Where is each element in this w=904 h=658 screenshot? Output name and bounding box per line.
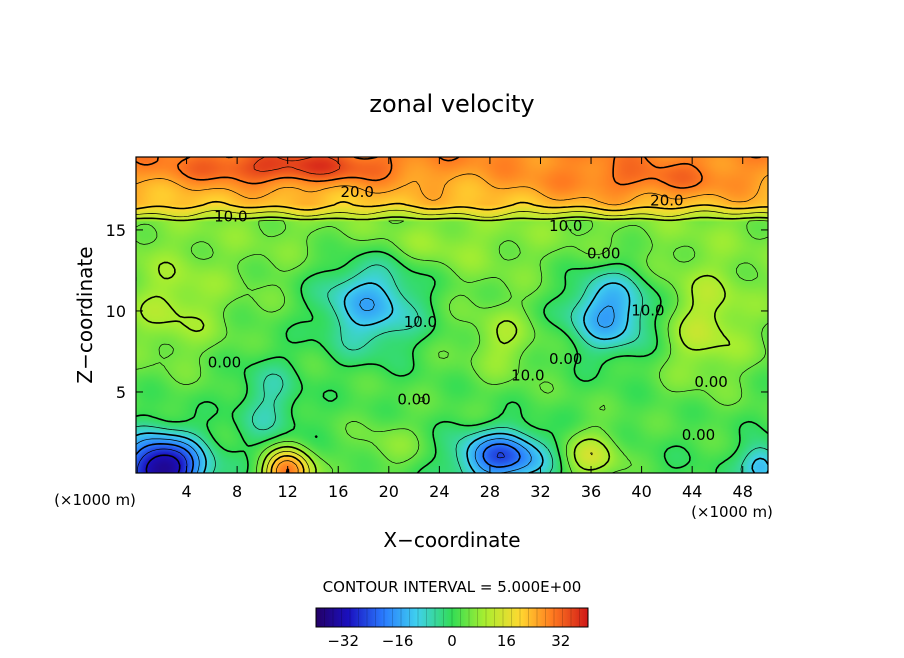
colorbar-tick-label: −32 bbox=[327, 632, 359, 650]
contour-label: 0.00 bbox=[694, 373, 727, 391]
x-tick-label: 32 bbox=[530, 482, 550, 501]
contour-level-10 bbox=[136, 216, 768, 473]
contour-label: 0.00 bbox=[682, 426, 715, 444]
contour-level--20 bbox=[136, 443, 521, 473]
contour-label: 0.00 bbox=[397, 391, 430, 409]
x-tick-label: 24 bbox=[429, 482, 449, 501]
colorbar-ticks: −32 −16 0 16 32 bbox=[327, 632, 570, 650]
colorbar: −32 −16 0 16 32 bbox=[315, 607, 589, 650]
contour-label: 20.0 bbox=[650, 191, 683, 209]
y-axis-ticks: 5 10 15 bbox=[106, 221, 768, 402]
contour-label: 10.0 bbox=[404, 313, 437, 331]
x-tick-label: 4 bbox=[181, 482, 191, 501]
x-tick-label: 20 bbox=[379, 482, 399, 501]
contour-label: 10.0 bbox=[549, 217, 582, 235]
y-tick-label: 15 bbox=[106, 221, 126, 240]
x-axis-ticks: 4 8 12 16 20 24 28 32 36 40 44 48 bbox=[181, 157, 753, 501]
contour-level-15 bbox=[136, 209, 768, 473]
contour-labels: 20.0 20.0 10.0 10.0 0.00 10.0 10.0 10.0 0.00 0.00… bbox=[208, 183, 728, 444]
plot-frame bbox=[135, 156, 769, 474]
contour-level--10 bbox=[136, 282, 768, 473]
contour-level-35 bbox=[253, 157, 341, 175]
contour-label: 10.0 bbox=[214, 207, 247, 225]
x-tick-label: 44 bbox=[682, 482, 702, 501]
y-axis-label: Z−coordinate bbox=[73, 246, 97, 383]
contour-label: 10.0 bbox=[631, 301, 664, 319]
x-tick-label: 48 bbox=[733, 482, 753, 501]
x-tick-label: 8 bbox=[232, 482, 242, 501]
x-unit-right: (×1000 m) bbox=[691, 503, 773, 521]
x-tick-label: 12 bbox=[278, 482, 298, 501]
x-tick-label: 40 bbox=[631, 482, 651, 501]
contour-level-30 bbox=[136, 157, 762, 473]
contour-level-20 bbox=[136, 200, 768, 473]
plot-area: 20.0 20.0 10.0 10.0 0.00 10.0 10.0 10.0 0.00 0.00… bbox=[135, 156, 769, 474]
contour-label: 10.0 bbox=[511, 366, 544, 384]
contour-level-25 bbox=[136, 173, 768, 473]
colorbar-tick-label: −16 bbox=[382, 632, 414, 650]
colorbar-tick-label: 16 bbox=[497, 632, 516, 650]
contour-label: 0.00 bbox=[587, 245, 620, 263]
contour-label: 0.00 bbox=[549, 350, 582, 368]
contour-level--25 bbox=[136, 448, 505, 473]
contour-interval-label: CONTOUR INTERVAL = 5.000E+00 bbox=[323, 578, 582, 596]
x-unit-left: (×1000 m) bbox=[54, 491, 136, 509]
colorbar-tick-label: 32 bbox=[551, 632, 570, 650]
contour-lines bbox=[136, 157, 768, 473]
x-tick-label: 16 bbox=[328, 482, 348, 501]
contour-level--30 bbox=[145, 454, 181, 473]
colorbar-gradient bbox=[316, 608, 588, 627]
colorbar-tick-label: 0 bbox=[447, 632, 457, 650]
colorbar-frame bbox=[315, 607, 589, 628]
contour-level-0 bbox=[136, 250, 768, 473]
contour-level--5 bbox=[136, 264, 768, 473]
y-tick-label: 10 bbox=[106, 302, 126, 321]
chart-title: zonal velocity bbox=[369, 90, 534, 118]
contour-level--15 bbox=[136, 297, 615, 473]
colorbar-segments bbox=[324, 608, 580, 627]
contour-label: 20.0 bbox=[340, 183, 373, 201]
x-tick-label: 28 bbox=[480, 482, 500, 501]
x-tick-label: 36 bbox=[581, 482, 601, 501]
contour-label: 0.00 bbox=[208, 353, 241, 371]
x-axis-label: X−coordinate bbox=[383, 528, 520, 552]
contour-level-5 bbox=[136, 219, 768, 473]
y-tick-label: 5 bbox=[116, 383, 126, 402]
